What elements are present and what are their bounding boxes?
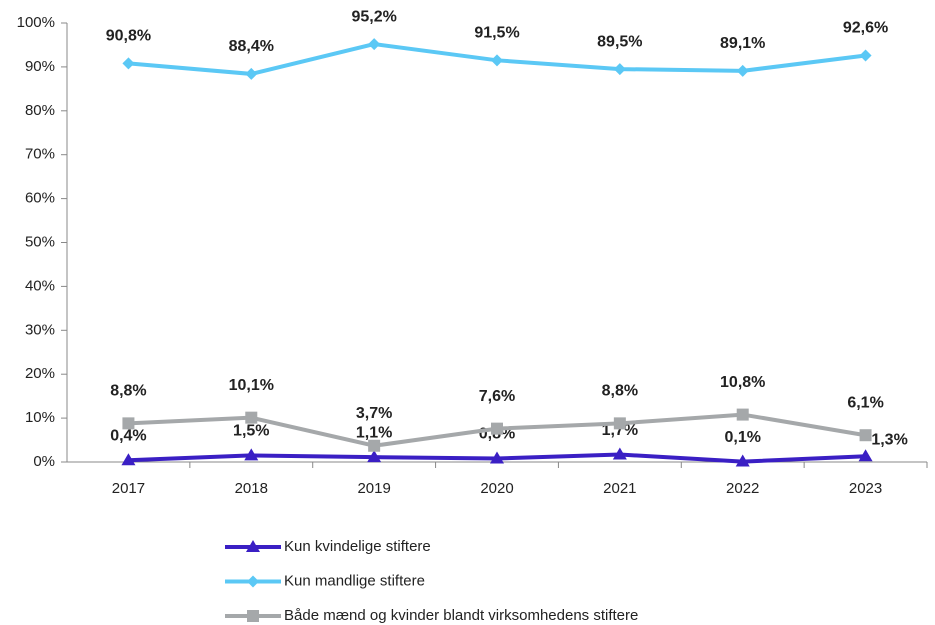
- marker: [122, 417, 135, 430]
- y-tick-label: 90%: [25, 58, 55, 75]
- data-label: 10,8%: [720, 374, 765, 391]
- marker: [246, 540, 260, 552]
- y-tick-label: 10%: [25, 409, 55, 426]
- legend-label: Både mænd og kvinder blandt virksomheden…: [284, 607, 638, 624]
- data-label: 3,7%: [356, 405, 392, 422]
- y-tick-label: 60%: [25, 190, 55, 207]
- data-label: 10,1%: [229, 377, 274, 394]
- legend-label: Kun kvindelige stiftere: [284, 538, 431, 555]
- marker: [613, 417, 626, 430]
- data-label: 89,5%: [597, 33, 642, 50]
- marker: [736, 408, 749, 421]
- data-label: 8,8%: [110, 383, 146, 400]
- marker: [859, 49, 872, 62]
- marker: [367, 450, 382, 463]
- marker: [859, 429, 872, 442]
- data-label: 1,5%: [233, 423, 269, 440]
- y-tick-label: 70%: [25, 146, 55, 163]
- data-label: 89,1%: [720, 35, 765, 52]
- data-label: 6,1%: [847, 394, 883, 411]
- marker: [368, 439, 381, 452]
- data-label: 8,8%: [602, 383, 638, 400]
- marker: [735, 454, 750, 467]
- marker: [245, 411, 258, 424]
- marker: [613, 63, 626, 76]
- y-tick-label: 40%: [25, 277, 55, 294]
- marker: [736, 64, 749, 77]
- y-tick-label: 50%: [25, 233, 55, 250]
- legend-label: Kun mandlige stiftere: [284, 572, 425, 589]
- y-tick-label: 80%: [25, 102, 55, 119]
- x-tick-label: 2021: [603, 480, 636, 497]
- marker: [490, 451, 504, 464]
- data-label: 0,4%: [110, 427, 146, 444]
- data-label: 0,1%: [724, 429, 760, 446]
- marker: [244, 448, 259, 461]
- marker: [368, 38, 381, 51]
- y-tick-label: 30%: [25, 321, 55, 338]
- marker: [121, 453, 136, 466]
- marker: [491, 422, 503, 435]
- data-label: 95,2%: [351, 8, 396, 25]
- marker: [247, 575, 259, 588]
- data-label: 1,7%: [602, 422, 638, 439]
- data-label: 92,6%: [843, 20, 888, 37]
- data-label: 1,3%: [871, 432, 907, 449]
- data-label: 7,6%: [479, 388, 515, 405]
- x-tick-label: 2022: [726, 480, 759, 497]
- marker: [858, 449, 873, 462]
- data-label: 91,5%: [474, 25, 519, 42]
- marker: [612, 447, 627, 460]
- x-tick-label: 2023: [849, 480, 882, 497]
- data-label: 1,1%: [356, 424, 392, 441]
- y-tick-label: 0%: [33, 453, 55, 470]
- marker: [247, 610, 259, 622]
- y-tick-label: 100%: [17, 14, 55, 31]
- marker: [245, 67, 258, 80]
- marker: [491, 54, 503, 67]
- data-label: 88,4%: [229, 38, 274, 55]
- data-label: 90,8%: [106, 28, 151, 45]
- marker: [122, 57, 135, 70]
- x-tick-label: 2020: [480, 480, 513, 497]
- x-tick-label: 2017: [112, 480, 145, 497]
- x-tick-label: 2018: [235, 480, 268, 497]
- y-tick-label: 20%: [25, 365, 55, 382]
- x-tick-label: 2019: [357, 480, 390, 497]
